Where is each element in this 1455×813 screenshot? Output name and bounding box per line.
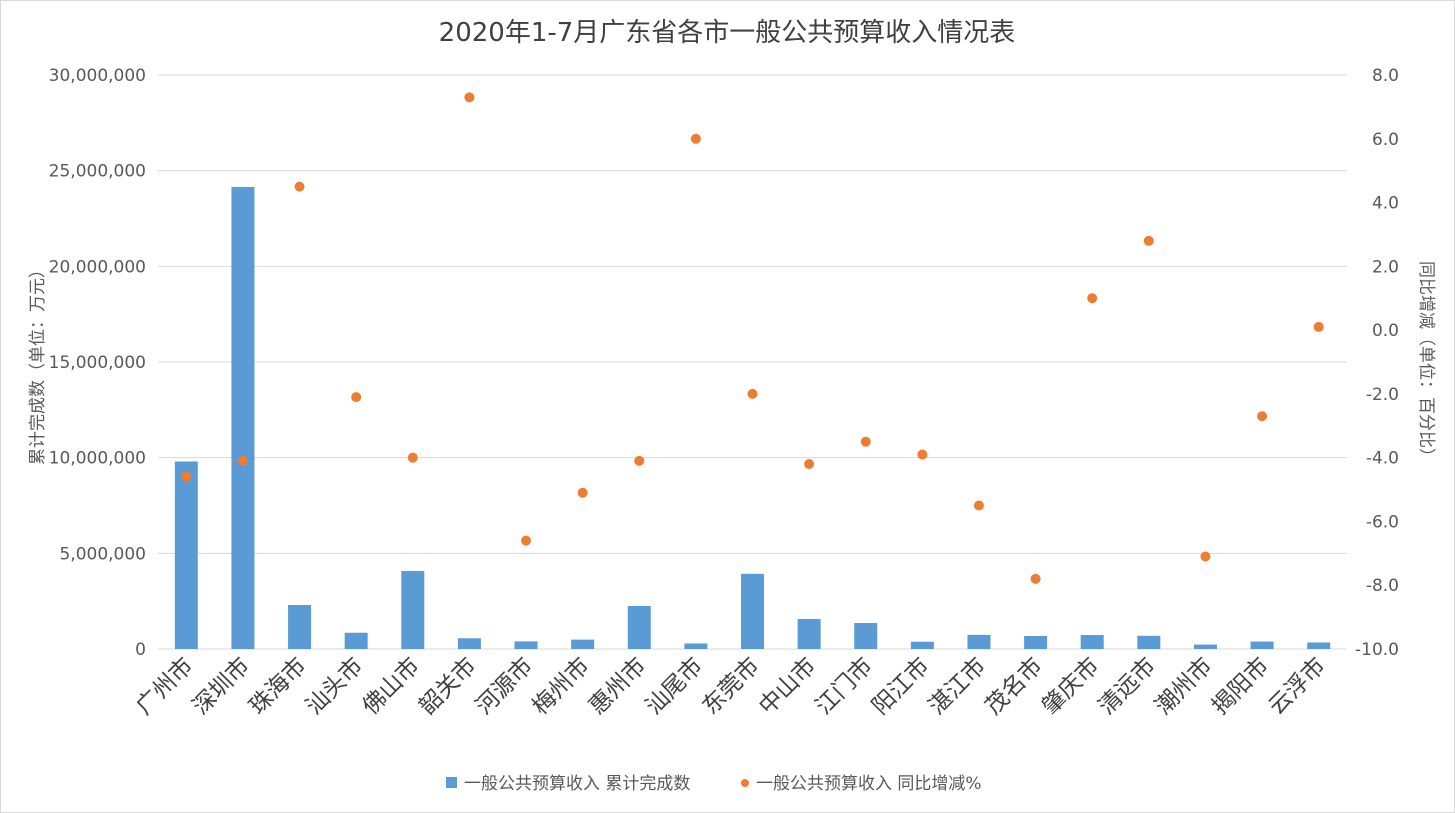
y-tick-label: 15,000,000	[49, 353, 146, 373]
scatter-point	[351, 392, 362, 403]
scatter-series	[181, 92, 1324, 584]
scatter-point	[747, 388, 758, 399]
x-tick-label: 中山市	[754, 653, 821, 720]
legend-bar-swatch	[446, 777, 457, 788]
y2-tick-label: 8.0	[1372, 66, 1399, 86]
x-tick-label: 汕头市	[301, 653, 368, 720]
legend-dot-label: 一般公共预算收入 同比增减%	[756, 774, 982, 794]
bar	[457, 638, 481, 649]
x-tick-label: 惠州市	[584, 653, 651, 720]
category-labels: 广州市深圳市珠海市汕头市佛山市韶关市河源市梅州市惠州市汕尾市东莞市中山市江门市阳…	[131, 653, 1331, 720]
x-tick-label: 梅州市	[528, 653, 595, 720]
y-tick-label: 25,000,000	[49, 162, 146, 182]
x-tick-label: 韶关市	[414, 653, 481, 720]
left-axis-ticks: 0 5,000,000 10,000,000 15,000,000 20,000,000…	[49, 66, 146, 660]
legend-bar-label: 一般公共预算收入 累计完成数	[464, 774, 690, 794]
scatter-point	[1143, 235, 1154, 246]
bar	[1193, 644, 1217, 649]
y2-tick-label: -10.0	[1355, 640, 1399, 660]
x-tick-label: 汕尾市	[641, 653, 708, 720]
x-tick-label: 肇庆市	[1037, 653, 1104, 720]
scatter-point	[407, 452, 418, 463]
y2-tick-label: 0.0	[1372, 321, 1399, 341]
scatter-point	[1313, 321, 1324, 332]
bar	[1137, 635, 1161, 649]
legend-dot-swatch	[741, 779, 749, 787]
bar	[231, 186, 255, 649]
y-tick-label: 30,000,000	[49, 66, 146, 86]
scatter-point	[973, 500, 984, 511]
bar	[627, 605, 651, 649]
scatter-point	[634, 455, 645, 466]
scatter-point	[690, 133, 701, 144]
left-axis-title: 累计完成数（单位：万元）	[28, 261, 48, 465]
bar-series	[174, 186, 1331, 649]
x-tick-label: 潮州市	[1151, 653, 1218, 720]
x-tick-label: 东莞市	[698, 653, 765, 720]
x-tick-label: 清远市	[1094, 653, 1161, 720]
right-axis-title: 同比增减（单位：百分比）	[1416, 261, 1436, 465]
y-tick-label: 0	[135, 640, 146, 660]
y-tick-label: 10,000,000	[49, 449, 146, 469]
legend: 一般公共预算收入 累计完成数 一般公共预算收入 同比增减%	[446, 774, 982, 794]
scatter-point	[917, 449, 928, 460]
scatter-point	[860, 436, 871, 447]
scatter-point	[237, 455, 248, 466]
scatter-point	[1257, 411, 1268, 422]
bar	[514, 641, 538, 649]
scatter-point	[464, 92, 475, 103]
bar	[967, 634, 991, 649]
y2-tick-label: -6.0	[1366, 512, 1399, 532]
x-tick-label: 河源市	[471, 653, 538, 720]
x-tick-label: 云浮市	[1264, 653, 1331, 720]
x-tick-label: 佛山市	[358, 653, 425, 720]
bar	[344, 632, 368, 649]
x-tick-label: 广州市	[131, 653, 198, 720]
x-tick-label: 江门市	[811, 653, 878, 720]
scatter-point	[577, 487, 588, 498]
x-tick-label: 湛江市	[924, 653, 991, 720]
y2-tick-label: 6.0	[1372, 130, 1399, 150]
y2-tick-label: -2.0	[1366, 385, 1399, 405]
bar	[1307, 642, 1331, 649]
x-tick-label: 珠海市	[245, 653, 312, 720]
y2-tick-label: 2.0	[1372, 257, 1399, 277]
bar	[1250, 641, 1274, 649]
gridlines	[158, 74, 1347, 650]
bar	[571, 639, 595, 649]
bar	[401, 570, 425, 649]
x-tick-label: 茂名市	[981, 653, 1048, 720]
y2-tick-label: -4.0	[1366, 449, 1399, 469]
bar	[910, 641, 934, 649]
scatter-point	[804, 459, 815, 470]
bar	[1080, 635, 1104, 649]
bar	[288, 604, 312, 649]
scatter-point	[1087, 293, 1098, 304]
y-tick-label: 5,000,000	[59, 544, 146, 564]
bar	[1024, 635, 1048, 649]
y2-tick-label: -8.0	[1366, 576, 1399, 596]
y-tick-label: 20,000,000	[49, 257, 146, 277]
scatter-point	[1200, 551, 1211, 562]
chart-title: 2020年1-7月广东省各市一般公共预算收入情况表	[439, 18, 1016, 48]
bar	[797, 618, 821, 649]
x-tick-label: 深圳市	[188, 653, 255, 720]
bar	[741, 573, 764, 649]
bar	[854, 622, 878, 649]
x-tick-label: 阳江市	[867, 653, 934, 720]
bar	[174, 461, 198, 649]
scatter-point	[1030, 573, 1041, 584]
scatter-point	[294, 181, 305, 192]
right-axis-ticks: -10.0 -8.0 -6.0 -4.0 -2.0 0.0 2.0 4.0 6.0 8.0	[1355, 66, 1399, 660]
y2-tick-label: 4.0	[1372, 194, 1399, 214]
x-tick-label: 揭阳市	[1207, 653, 1274, 720]
scatter-point	[521, 535, 532, 546]
bar	[684, 643, 708, 649]
scatter-point	[181, 471, 192, 482]
